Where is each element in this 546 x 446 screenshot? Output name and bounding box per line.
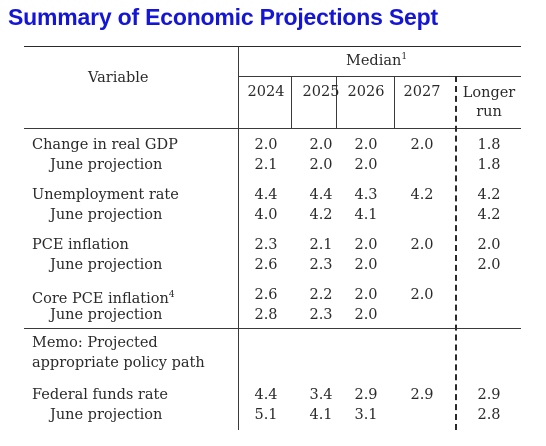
table-cell: 2.0 <box>344 256 388 274</box>
header-bottom-rule <box>24 128 521 129</box>
longer-run-cell: 1.8 <box>462 156 516 174</box>
table-cell: 2.3 <box>244 236 288 254</box>
year-header-2024: 2024 <box>244 84 288 100</box>
table-cell: 2.0 <box>299 136 343 154</box>
longer-run-header-line1: Longer <box>462 84 516 102</box>
table-cell: 2.9 <box>400 386 444 404</box>
table-cell: 2.9 <box>344 386 388 404</box>
table-cell: 5.1 <box>244 406 288 424</box>
median-underline <box>238 76 521 77</box>
year-header-2026: 2026 <box>344 84 388 100</box>
median-header: Median1 <box>346 52 407 69</box>
longer-run-header-line2: run <box>462 103 516 121</box>
memo-label-line2: appropriate policy path <box>32 354 205 372</box>
table-cell: 4.4 <box>244 186 288 204</box>
table-cell: 3.1 <box>344 406 388 424</box>
table-cell: 2.6 <box>244 286 288 304</box>
longer-run-cell: 2.0 <box>462 256 516 274</box>
table-cell: 2.0 <box>344 286 388 304</box>
table-cell: 2.0 <box>344 156 388 174</box>
table-cell: 2.0 <box>344 306 388 324</box>
table-cell: 2.1 <box>244 156 288 174</box>
table-cell: 3.4 <box>299 386 343 404</box>
variable-divider <box>238 46 239 430</box>
table-cell: 2.0 <box>299 156 343 174</box>
table-cell: 2.0 <box>400 236 444 254</box>
col-divider-2027 <box>394 76 395 128</box>
table-cell: 4.0 <box>244 206 288 224</box>
longer-run-divider <box>455 76 457 430</box>
row-label: PCE inflation <box>32 236 129 254</box>
table-cell: 2.0 <box>400 136 444 154</box>
table-cell: 2.6 <box>244 256 288 274</box>
row-label: Change in real GDP <box>32 136 178 154</box>
table-cell: 2.8 <box>244 306 288 324</box>
row-label: Core PCE inflation4 <box>32 286 175 308</box>
table-cell: 4.1 <box>299 406 343 424</box>
longer-run-cell: 1.8 <box>462 136 516 154</box>
longer-run-cell: 2.8 <box>462 406 516 424</box>
variable-header: Variable <box>88 70 149 86</box>
table-cell: 2.1 <box>299 236 343 254</box>
projections-table: Variable Median1 2024 2025 2026 2027 Lon… <box>24 46 521 430</box>
table-cell: 2.0 <box>244 136 288 154</box>
page-title: Summary of Economic Projections Sept <box>8 4 538 31</box>
year-header-2025: 2025 <box>299 84 343 100</box>
row-label: June projection <box>50 206 162 224</box>
longer-run-cell: 2.0 <box>462 236 516 254</box>
row-label: June projection <box>50 306 162 324</box>
table-cell: 2.2 <box>299 286 343 304</box>
row-label: June projection <box>50 156 162 174</box>
table-cell: 4.4 <box>244 386 288 404</box>
table-cell: 4.1 <box>344 206 388 224</box>
table-cell: 4.3 <box>344 186 388 204</box>
longer-run-cell: 4.2 <box>462 186 516 204</box>
memo-label-line1: Memo: Projected <box>32 334 158 352</box>
row-label: June projection <box>50 256 162 274</box>
table-cell: 2.3 <box>299 306 343 324</box>
table-cell: 2.0 <box>400 286 444 304</box>
table-cell: 2.3 <box>299 256 343 274</box>
row-label: Federal funds rate <box>32 386 168 404</box>
table-cell: 4.2 <box>400 186 444 204</box>
row-label: Unemployment rate <box>32 186 179 204</box>
table-cell: 4.4 <box>299 186 343 204</box>
table-top-rule <box>24 46 521 47</box>
longer-run-cell: 4.2 <box>462 206 516 224</box>
table-cell: 2.0 <box>344 136 388 154</box>
row-label: June projection <box>50 406 162 424</box>
longer-run-cell: 2.9 <box>462 386 516 404</box>
col-divider-2025 <box>291 76 292 128</box>
table-cell: 2.0 <box>344 236 388 254</box>
year-header-2027: 2027 <box>400 84 444 100</box>
memo-top-rule <box>24 328 521 329</box>
table-cell: 4.2 <box>299 206 343 224</box>
